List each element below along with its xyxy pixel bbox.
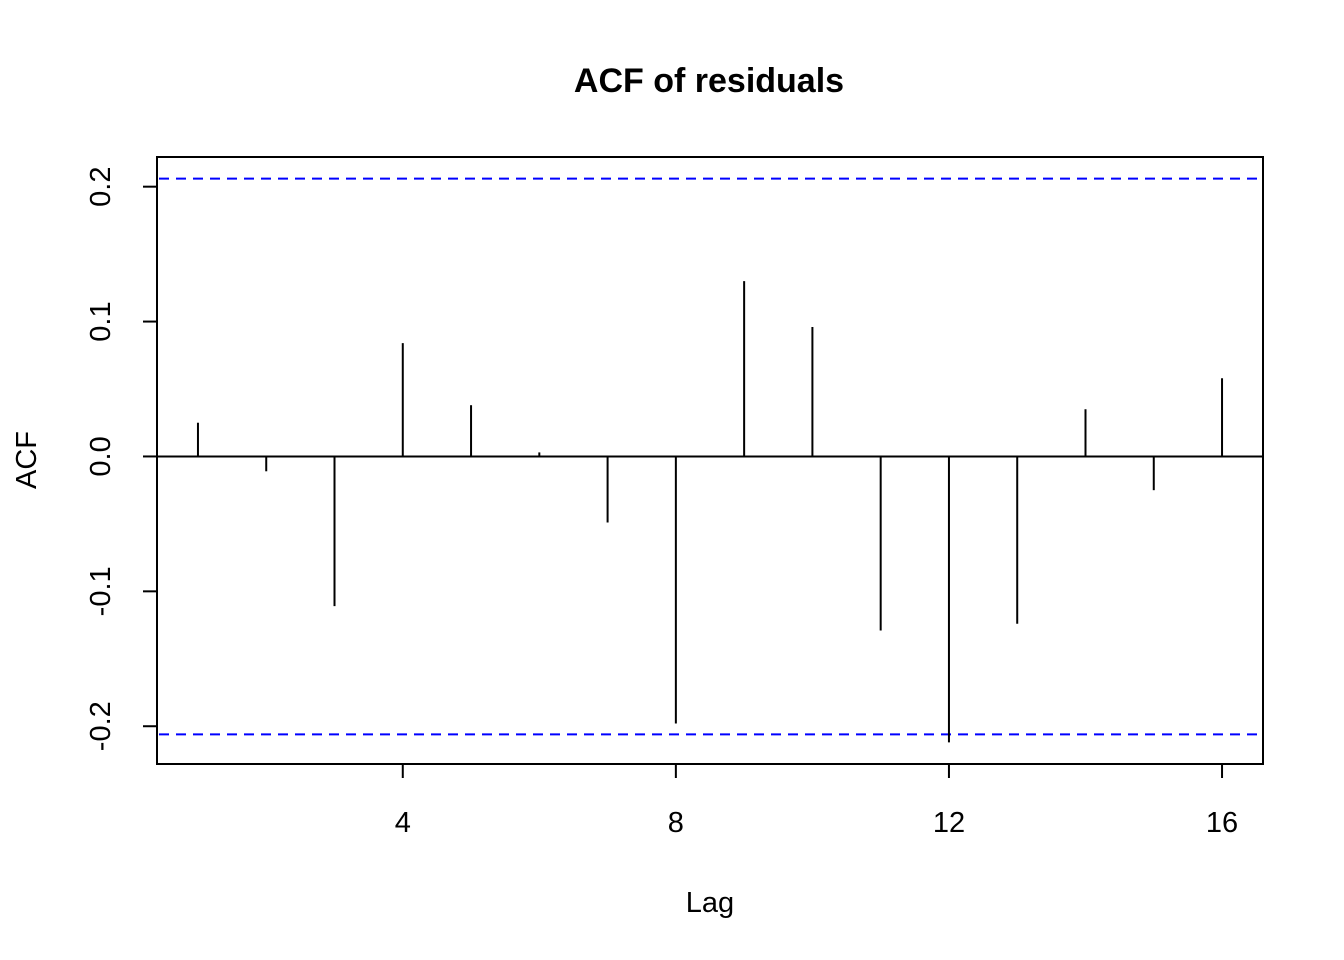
y-tick-label-3: 0.1 — [85, 301, 117, 341]
chart-title: ACF of residuals — [574, 62, 844, 100]
x-axis-label: Lag — [686, 887, 734, 919]
y-tick-label-1: -0.1 — [85, 566, 117, 616]
plot-frame — [156, 156, 1264, 765]
x-tick-label-16: 16 — [1206, 807, 1238, 839]
y-tick-label-4: 0.2 — [85, 167, 117, 207]
y-tick-label-2: 0.0 — [85, 436, 117, 476]
x-tick-label-4: 4 — [395, 807, 411, 839]
y-axis: -0.2 -0.1 0.0 0.1 0.2 — [85, 167, 157, 751]
x-axis: 4 8 12 16 — [395, 764, 1238, 839]
x-tick-label-8: 8 — [668, 807, 684, 839]
x-tick-label-12: 12 — [933, 807, 965, 839]
y-axis-label: ACF — [11, 431, 43, 489]
acf-stems — [196, 281, 1224, 743]
y-tick-label-0: -0.2 — [85, 701, 117, 751]
